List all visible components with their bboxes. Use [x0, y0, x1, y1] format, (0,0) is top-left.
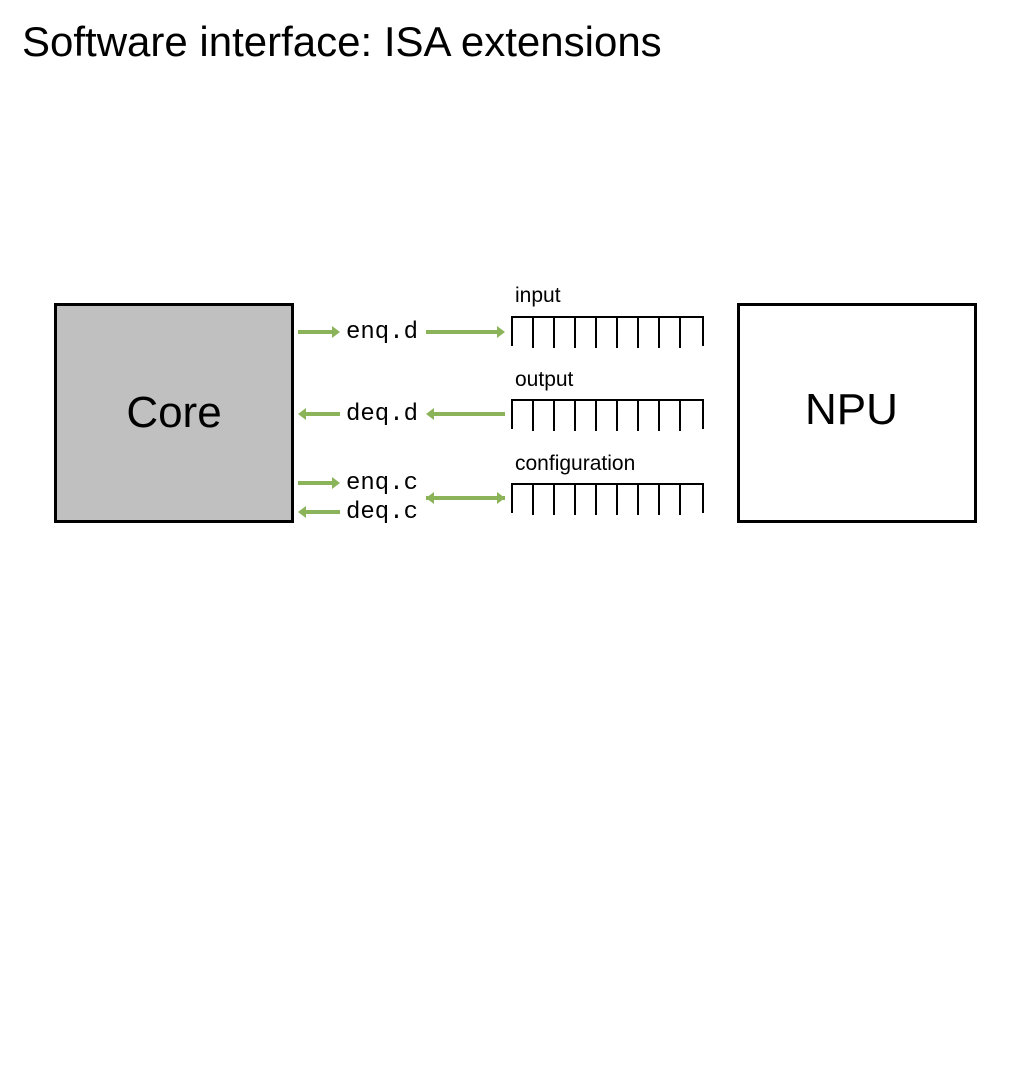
- page-title: Software interface: ISA extensions: [22, 18, 662, 66]
- npu-label: NPU: [805, 385, 898, 435]
- instr-deq-d: deq.d: [346, 401, 418, 428]
- fifo-label-config: configuration: [515, 452, 635, 476]
- instr-enq-d: enq.d: [346, 319, 418, 346]
- fifo-config: [511, 483, 704, 513]
- fifo-output: [511, 399, 704, 429]
- slide-canvas: Software interface: ISA extensions Core …: [0, 0, 1024, 768]
- instr-deq-c: deq.c: [346, 499, 418, 526]
- core-box: Core: [54, 303, 294, 523]
- fifo-label-output: output: [515, 368, 573, 392]
- fifo-label-input: input: [515, 284, 561, 308]
- instr-enq-c: enq.c: [346, 470, 418, 497]
- fifo-input: [511, 316, 704, 346]
- core-label: Core: [126, 388, 221, 438]
